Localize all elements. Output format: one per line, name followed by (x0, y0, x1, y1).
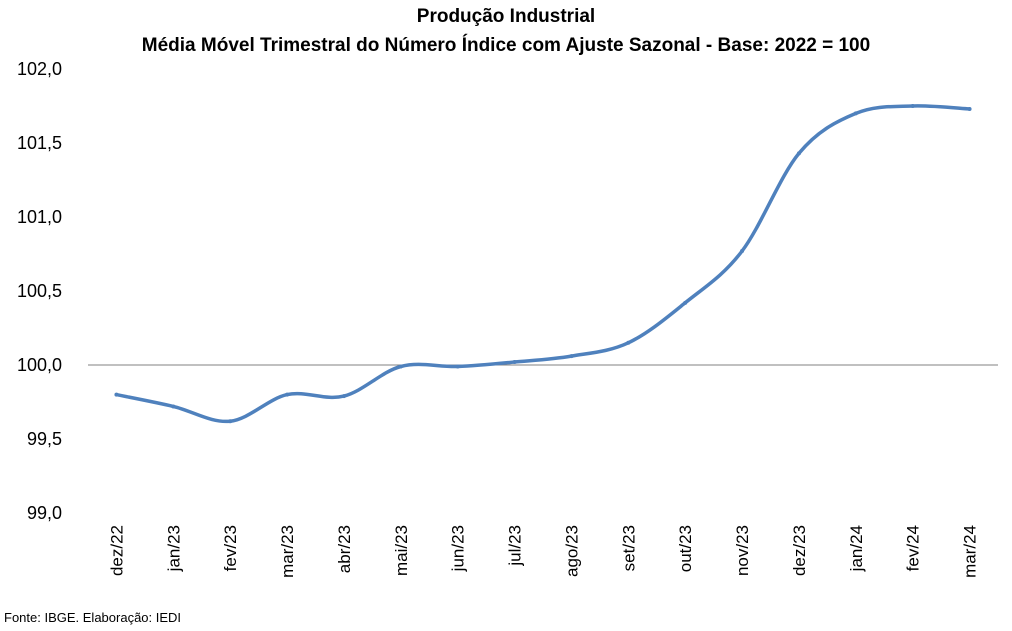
data-point (341, 394, 346, 399)
data-points (114, 104, 972, 424)
x-tick-label: dez/22 (107, 525, 126, 576)
data-point (626, 340, 631, 345)
x-axis-ticks: dez/22 jan/23 fev/23 mar/23 abr/23 mai/23 jun/… (107, 525, 979, 578)
x-tick-label: jul/23 (506, 525, 525, 567)
data-point (285, 392, 290, 397)
x-tick-label: jan/24 (847, 525, 866, 572)
chart-subtitle: Média Móvel Trimestral do Número Índice … (141, 35, 871, 56)
data-point (683, 300, 688, 305)
x-tick-label: dez/23 (790, 525, 809, 576)
data-point (853, 111, 858, 116)
data-point (569, 354, 574, 359)
data-point (114, 392, 119, 397)
x-tick-label: ago/23 (562, 525, 581, 577)
x-tick-label: mar/24 (961, 525, 980, 578)
data-point (512, 360, 517, 365)
data-point (455, 364, 460, 369)
y-tick-label: 99,0 (27, 503, 62, 523)
x-tick-label: jun/23 (449, 525, 468, 572)
x-tick-label: mar/23 (278, 525, 297, 578)
y-tick-label: 100,5 (17, 281, 62, 301)
data-point (796, 151, 801, 156)
x-tick-label: jan/23 (164, 525, 183, 572)
y-axis-ticks: 99,0 99,5 100,0 100,5 101,0 101,5 102,0 (17, 59, 62, 523)
data-point (740, 249, 745, 254)
x-tick-label: fev/23 (221, 525, 240, 571)
chart-title: Produção Industrial (416, 6, 596, 27)
source-note: Fonte: IBGE. Elaboração: IEDI (4, 610, 182, 625)
data-point (967, 106, 972, 111)
series-line (114, 104, 972, 424)
data-point (910, 104, 915, 108)
data-point (228, 419, 233, 424)
y-tick-label: 101,5 (17, 133, 62, 153)
y-tick-label: 101,0 (17, 207, 62, 227)
data-point (398, 364, 403, 369)
y-tick-label: 99,5 (27, 429, 62, 449)
x-tick-label: fev/24 (904, 525, 923, 571)
y-tick-label: 102,0 (17, 59, 62, 79)
x-tick-label: abr/23 (335, 525, 354, 573)
data-point (171, 404, 176, 409)
x-tick-label: mai/23 (392, 525, 411, 576)
y-tick-label: 100,0 (17, 355, 62, 375)
x-tick-label: set/23 (619, 525, 638, 571)
x-tick-label: nov/23 (733, 525, 752, 576)
x-tick-label: out/23 (676, 525, 695, 572)
